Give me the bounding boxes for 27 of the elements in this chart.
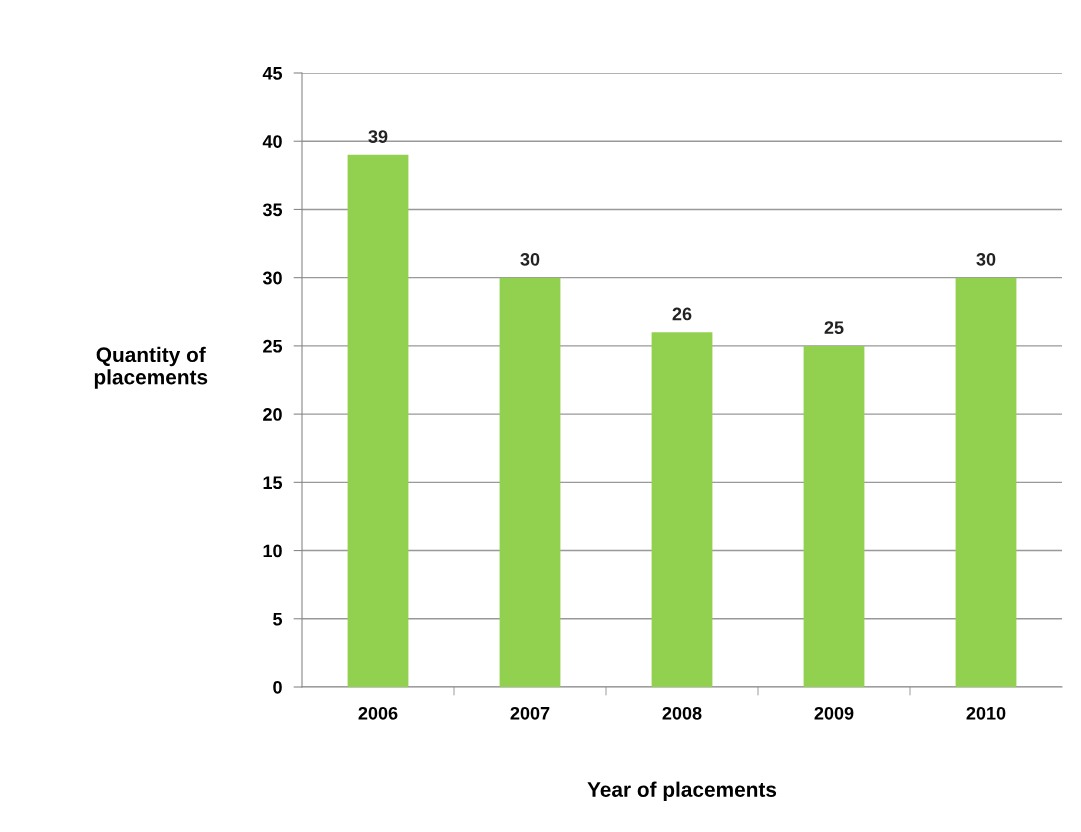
y-tick-label: 35 (262, 203, 283, 217)
y-tick-label: 0 (273, 680, 282, 694)
bar (955, 277, 1017, 687)
data-label: 26 (672, 307, 692, 321)
data-label: 30 (520, 252, 540, 266)
data-label: 30 (976, 252, 996, 266)
y-tick-label: 15 (263, 476, 283, 490)
y-tick-label: 5 (273, 612, 283, 626)
x-tick-label: 2006 (358, 706, 398, 720)
x-tick-label: 2009 (814, 706, 854, 720)
y-axis-title: Quantity of placements (94, 346, 208, 389)
x-axis-title: Year of placements (587, 781, 777, 802)
x-tick-label: 2007 (510, 706, 550, 720)
y-tick-label: 20 (263, 408, 282, 421)
x-tick-label: 2008 (662, 706, 702, 720)
y-tick-label: 10 (263, 544, 282, 558)
bar (347, 154, 409, 687)
y-tick-label: 45 (262, 67, 283, 80)
y-tick-label: 40 (262, 135, 282, 148)
bar (499, 277, 561, 687)
data-label: 39 (368, 130, 388, 143)
y-tick-label: 30 (262, 271, 282, 285)
bar (803, 345, 865, 687)
x-tick-label: 2010 (966, 706, 1006, 720)
bar (651, 332, 713, 687)
data-label: 25 (824, 321, 844, 334)
y-tick-label: 25 (263, 339, 283, 353)
